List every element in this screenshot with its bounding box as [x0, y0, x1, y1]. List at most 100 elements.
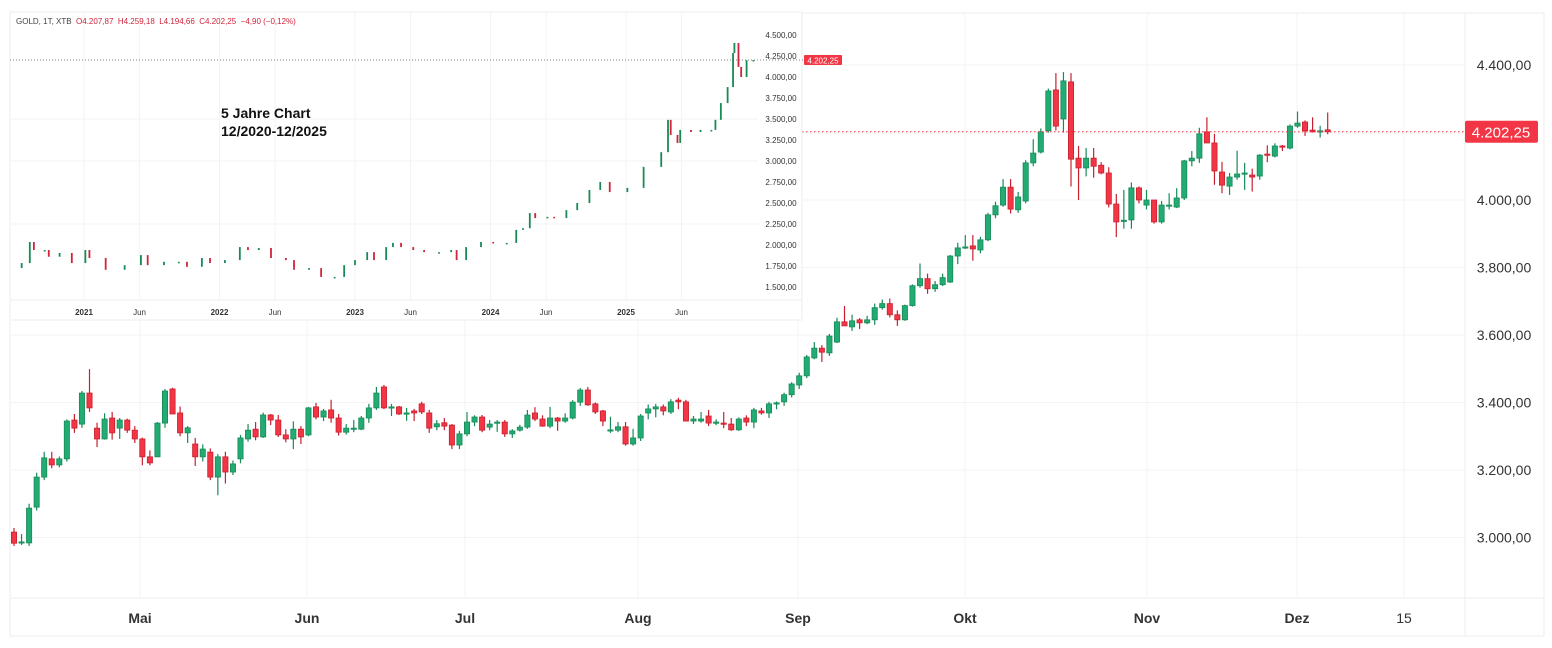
- price-axis-label: 4.400,00: [1477, 57, 1532, 73]
- inset-bullish-candle: [733, 42, 736, 54]
- candle-body: [146, 456, 153, 464]
- inset-bullish-candle: [392, 242, 394, 248]
- candle-body: [479, 416, 486, 431]
- bullish-candle: [199, 444, 206, 462]
- candle-body: [917, 278, 924, 287]
- bullish-candle: [788, 382, 795, 398]
- bullish-candle: [1271, 143, 1278, 158]
- candle-body: [652, 406, 659, 410]
- inset-time-label: 2024: [482, 308, 500, 317]
- bearish-candle: [886, 298, 893, 318]
- bearish-candle: [252, 422, 259, 441]
- candle-body: [660, 406, 667, 412]
- inset-time-label: 2023: [346, 308, 364, 317]
- candle-body: [682, 401, 689, 422]
- inset-bullish-candle: [43, 250, 46, 252]
- candle-body: [154, 422, 161, 458]
- time-axis-label: Jul: [455, 610, 475, 626]
- candle-body: [1045, 90, 1052, 132]
- bullish-candle: [871, 303, 878, 325]
- inset-bearish-candle: [146, 255, 149, 266]
- bullish-candle: [569, 400, 576, 420]
- inset-change: −4,90 (−0,12%): [240, 17, 296, 26]
- bearish-candle: [109, 411, 116, 440]
- bullish-candle: [494, 420, 501, 432]
- bullish-candle: [18, 534, 25, 545]
- candle-body: [818, 347, 825, 353]
- time-axis-label: Dez: [1285, 610, 1310, 626]
- bearish-candle: [1068, 73, 1075, 187]
- bullish-candle: [305, 406, 312, 437]
- bullish-candle: [229, 460, 236, 476]
- inset-bullish-candle: [626, 187, 629, 193]
- inset-high: H4.259,18: [117, 17, 155, 26]
- inset-bearish-candle: [88, 250, 91, 259]
- inset-bearish-candle: [320, 268, 323, 277]
- bullish-candle: [260, 412, 267, 438]
- candle-body: [411, 410, 418, 414]
- bullish-candle: [577, 387, 584, 406]
- inset-price-label: 2.000,00: [765, 241, 797, 250]
- candle-body: [63, 420, 70, 460]
- inset-bullish-candle: [200, 258, 203, 267]
- inset-bullish-candle: [546, 216, 549, 219]
- bullish-candle: [516, 424, 523, 432]
- bullish-candle: [698, 411, 705, 423]
- candle-body: [1309, 129, 1316, 133]
- candle-body: [584, 389, 591, 406]
- inset-bullish-candle: [752, 60, 755, 62]
- bullish-candle: [1226, 172, 1233, 195]
- candle-body: [267, 414, 274, 421]
- inset-bearish-candle: [400, 242, 402, 248]
- candle-body: [645, 408, 652, 414]
- bullish-candle: [26, 503, 33, 546]
- inset-bullish-candle: [224, 260, 226, 264]
- price-axis-label: 3.200,00: [1477, 462, 1532, 478]
- bearish-candle: [1052, 73, 1059, 131]
- candle-body: [705, 415, 712, 424]
- bullish-candle: [766, 401, 773, 419]
- candle-body: [1060, 80, 1067, 120]
- candle-body: [509, 430, 516, 435]
- bearish-candle: [1264, 145, 1271, 163]
- candle-body: [713, 421, 720, 424]
- bullish-candle: [547, 406, 554, 429]
- inset-bullish-candle: [84, 250, 87, 264]
- bullish-candle: [403, 407, 410, 421]
- bullish-candle: [932, 280, 939, 292]
- bullish-candle: [1234, 150, 1241, 180]
- current-price-label: 4.202,25: [1472, 125, 1530, 142]
- bullish-candle: [1030, 139, 1037, 167]
- bearish-candle: [1302, 120, 1309, 136]
- candle-body: [10, 531, 17, 544]
- bullish-candle: [41, 451, 48, 481]
- candle-body: [562, 417, 569, 422]
- price-axis-label: 3.400,00: [1477, 394, 1532, 410]
- bullish-candle: [607, 416, 614, 433]
- bullish-candle: [1060, 72, 1067, 133]
- candle-body: [192, 443, 199, 458]
- bullish-candle: [901, 304, 908, 321]
- bearish-candle: [584, 386, 591, 406]
- bearish-candle: [1007, 179, 1014, 214]
- candle-body: [373, 392, 380, 409]
- candle-body: [607, 429, 614, 432]
- bearish-candle: [894, 310, 901, 326]
- inset-bullish-candle: [333, 276, 336, 279]
- candle-body: [1264, 153, 1271, 156]
- inset-frame: [9, 11, 803, 321]
- bullish-candle: [1256, 154, 1263, 180]
- inset-bullish-candle: [732, 53, 734, 88]
- candle-body: [494, 421, 501, 424]
- bullish-candle: [984, 212, 991, 242]
- candle-body: [1113, 203, 1120, 223]
- candle-body: [1120, 219, 1127, 222]
- bullish-candle: [1173, 188, 1180, 209]
- candle-body: [214, 456, 221, 478]
- bearish-candle: [1098, 162, 1105, 175]
- candle-body: [418, 403, 425, 413]
- inset-current-price-label: 4.202,25: [807, 57, 839, 66]
- bearish-candle: [86, 369, 93, 412]
- inset-bearish-candle: [247, 247, 249, 251]
